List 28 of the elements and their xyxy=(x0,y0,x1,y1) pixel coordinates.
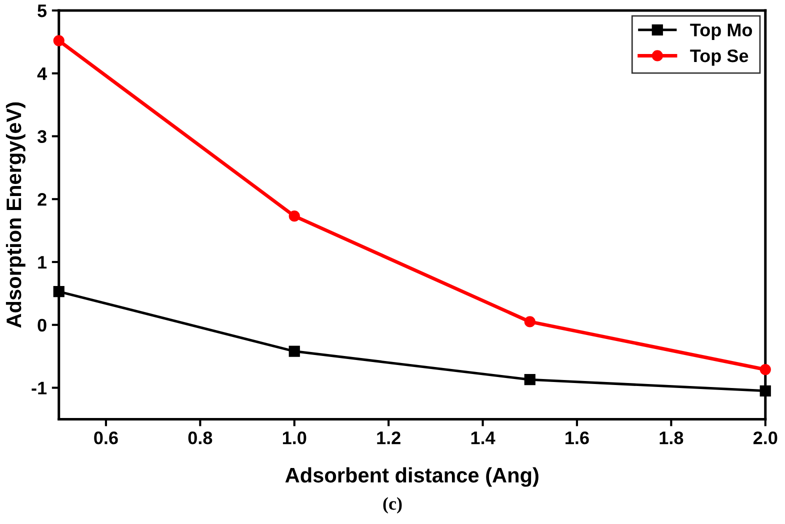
x-tick-label: 2.0 xyxy=(753,431,778,444)
point xyxy=(760,364,771,376)
x-tick-label: 0.6 xyxy=(94,431,118,444)
point xyxy=(760,385,771,396)
legend-label: Top Se xyxy=(690,49,748,66)
y-tick-label: 0 xyxy=(38,318,46,332)
point xyxy=(288,346,300,357)
point xyxy=(53,35,64,46)
point xyxy=(53,286,64,298)
x-tick-label: 1.6 xyxy=(566,431,589,444)
point xyxy=(288,210,300,222)
y-tick-label: 5 xyxy=(38,4,47,18)
x-tick-label: 1.0 xyxy=(282,431,306,444)
x-tick-label: 1.4 xyxy=(471,432,496,444)
y-tick-label: 3 xyxy=(37,130,46,143)
x-tick-label: 1.8 xyxy=(660,431,684,444)
point xyxy=(524,374,536,386)
x-tick-label: 1.2 xyxy=(377,431,400,444)
point xyxy=(524,316,536,328)
y-tick-label: 4 xyxy=(37,67,47,80)
y-tick-label: 2 xyxy=(38,193,46,206)
legend-label: Top Mo xyxy=(690,24,752,40)
y-axis-title: Adsorption Energy(eV) xyxy=(6,102,26,328)
x-tick-label: 0.8 xyxy=(188,431,212,444)
x-axis-title: Adsorbent distance (Ang) xyxy=(285,467,538,487)
y-tick-label: 1 xyxy=(38,256,47,269)
y-tick-label: -1 xyxy=(32,382,47,394)
text: (c) xyxy=(383,497,402,514)
